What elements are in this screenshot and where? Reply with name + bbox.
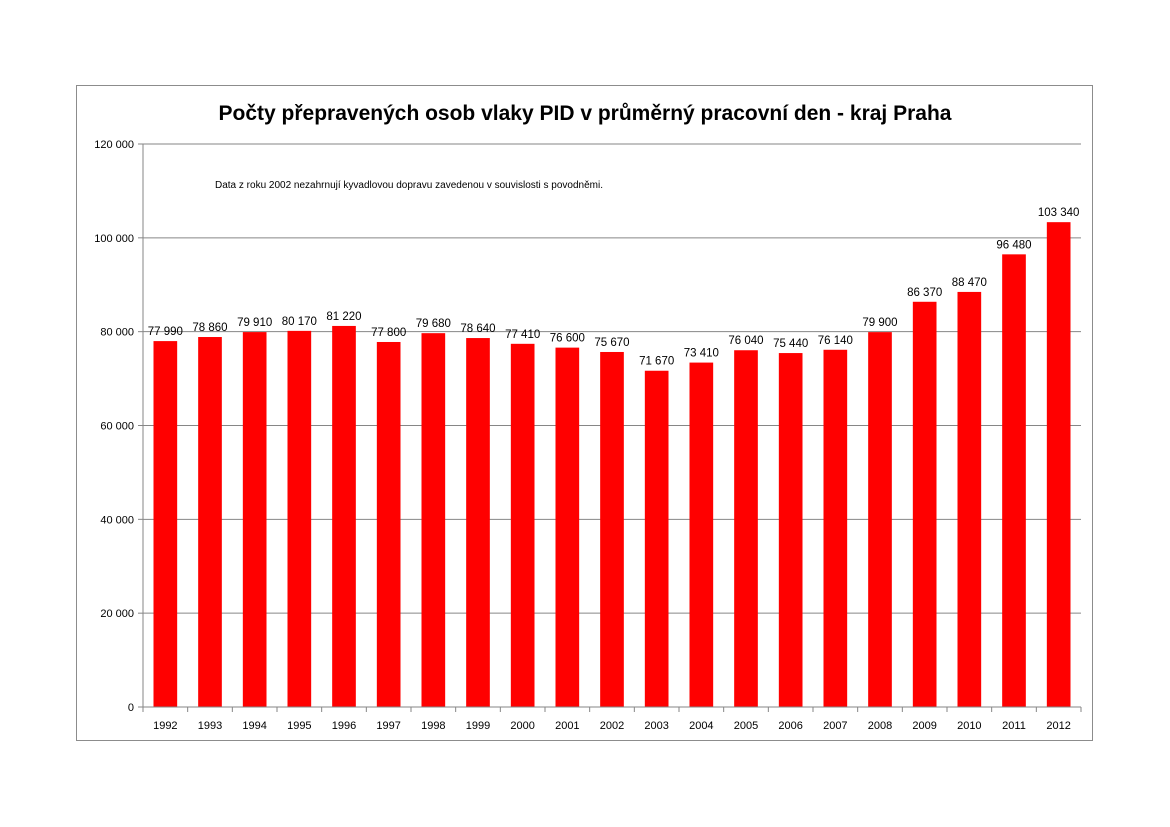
data-labels: 77 990 78 860 79 910 80 170 81 220 77 800 79 6… (148, 207, 1080, 368)
data-label: 103 340 (1038, 207, 1080, 219)
bar (1002, 254, 1026, 707)
y-tick-label: 0 (128, 702, 134, 714)
data-label: 88 470 (952, 277, 987, 289)
data-label: 75 670 (594, 337, 629, 349)
bar (332, 325, 356, 707)
axes: 0 20 000 40 000 60 000 80 000 100 000 120 000 1… (94, 139, 1082, 732)
bar (778, 353, 803, 707)
data-label: 73 410 (684, 348, 719, 360)
data-label: 96 480 (996, 239, 1031, 251)
y-tick-label: 80 000 (100, 327, 134, 339)
x-tick-label: 2000 (510, 720, 534, 732)
data-label: 76 140 (818, 335, 853, 347)
bar (242, 332, 267, 707)
x-tick-label: 2010 (957, 720, 981, 732)
bar (466, 338, 490, 707)
x-tick-label: 1992 (153, 720, 177, 732)
x-tick-label: 2006 (778, 720, 802, 732)
x-tick-label: 2012 (1046, 720, 1070, 732)
data-label: 81 220 (326, 311, 361, 323)
x-tick-label: 2007 (823, 720, 847, 732)
data-label: 75 440 (773, 338, 808, 350)
bar (823, 349, 848, 707)
data-label: 76 600 (550, 333, 585, 345)
data-label: 79 900 (862, 317, 897, 329)
bar (868, 332, 892, 707)
y-tick-label: 100 000 (94, 233, 134, 245)
data-label: 78 640 (460, 323, 495, 335)
data-label: 76 040 (728, 335, 763, 347)
data-label: 86 370 (907, 287, 942, 299)
bar (644, 370, 669, 707)
x-tick-label: 2002 (600, 720, 624, 732)
x-tick-label: 2003 (644, 720, 668, 732)
x-tick-label: 1996 (332, 720, 356, 732)
x-tick-label: 2009 (912, 720, 936, 732)
bar (421, 333, 446, 707)
bar (689, 362, 714, 707)
data-label: 77 990 (148, 326, 183, 338)
bar (912, 301, 937, 707)
x-tick-label: 2008 (868, 720, 892, 732)
x-tick-label: 1993 (198, 720, 222, 732)
x-tick-label: 1995 (287, 720, 311, 732)
bar (198, 337, 222, 707)
x-tick-label: 1997 (376, 720, 400, 732)
bar (600, 351, 624, 707)
x-tick-label: 2001 (555, 720, 579, 732)
bar (1046, 222, 1071, 708)
x-tick-label: 2011 (1002, 720, 1026, 732)
bar (510, 343, 535, 707)
y-tick-label: 40 000 (100, 514, 134, 526)
bar-chart: Počty přepravených osob vlaky PID v prům… (94, 102, 1082, 732)
data-label: 79 910 (237, 317, 272, 329)
y-tick-label: 20 000 (100, 608, 134, 620)
bar (555, 347, 580, 707)
bars (153, 222, 1071, 708)
data-label: 80 170 (282, 316, 317, 328)
bar (153, 341, 178, 707)
bar (957, 291, 982, 707)
bar (287, 330, 312, 707)
x-tick-label: 1998 (421, 720, 445, 732)
bar (376, 341, 401, 707)
data-label: 71 670 (639, 356, 674, 368)
x-tick-label: 1999 (466, 720, 490, 732)
x-tick-label: 2005 (734, 720, 758, 732)
y-tick-label: 60 000 (100, 421, 134, 433)
data-label: 77 410 (505, 329, 540, 341)
data-label: 79 680 (416, 318, 451, 330)
x-tick-label: 1994 (242, 720, 266, 732)
y-tick-label: 120 000 (94, 139, 134, 151)
bar (734, 350, 758, 707)
chart-frame: Počty přepravených osob vlaky PID v prům… (76, 85, 1093, 741)
data-label: 77 800 (371, 327, 406, 339)
data-label: 78 860 (192, 322, 227, 334)
x-tick-label: 2004 (689, 720, 713, 732)
chart-title: Počty přepravených osob vlaky PID v prům… (219, 102, 952, 125)
chart-annotation: Data z roku 2002 nezahrnují kyvadlovou d… (215, 180, 603, 191)
